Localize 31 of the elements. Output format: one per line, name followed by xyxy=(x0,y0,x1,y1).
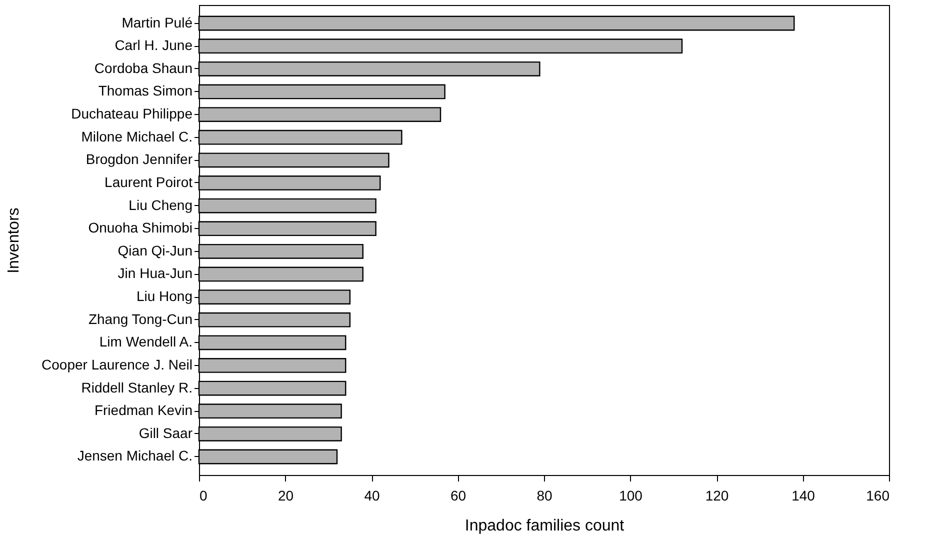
y-tick-label: Cordoba Shaun xyxy=(94,60,192,76)
x-axis-title: Inpadoc families count xyxy=(464,518,625,534)
y-tick-label: Milone Michael C. xyxy=(81,128,192,144)
x-tick-label: 80 xyxy=(536,488,552,504)
y-tick-label: Jin Hua-Jun xyxy=(118,265,192,282)
y-tick-label: Duchateau Philippe xyxy=(71,106,193,122)
x-tick-label: 140 xyxy=(792,488,816,504)
x-tick-label: 20 xyxy=(278,488,294,504)
y-tick-label: Onuoha Shimobi xyxy=(88,220,192,236)
x-tick-label: 0 xyxy=(200,488,208,504)
y-axis-title: Inventors xyxy=(6,208,23,274)
y-tick-label: Brogdon Jennifer xyxy=(86,151,193,168)
y-tick-label: Riddell Stanley R. xyxy=(81,379,192,396)
x-tick-label: 160 xyxy=(866,488,890,504)
y-tick-label: Laurent Poirot xyxy=(104,174,193,190)
y-tick-label: Thomas Simon xyxy=(98,82,192,99)
y-tick-label: Lim Wendell A. xyxy=(99,334,192,350)
y-tick-label: Carl H. June xyxy=(114,37,193,54)
y-tick-label: Liu Cheng xyxy=(128,196,192,213)
y-tick-label: Zhang Tong-Cun xyxy=(88,310,192,327)
y-tick-label: Gill Saar xyxy=(138,424,193,441)
x-tick-label: 100 xyxy=(619,488,643,504)
y-tick-label: Liu Hong xyxy=(136,288,192,304)
y-tick-label: Qian Qi-Jun xyxy=(118,242,192,258)
y-tick-label: Cooper Laurence J. Neil xyxy=(42,356,192,372)
y-tick-label: Jensen Michael C. xyxy=(77,448,192,464)
y-tick-label: Martin Pulé xyxy=(122,14,193,30)
y-tick-label: Friedman Kevin xyxy=(94,402,192,418)
x-tick-label: 60 xyxy=(450,488,466,504)
x-tick-label: 40 xyxy=(364,488,380,504)
x-tick-label: 120 xyxy=(705,488,729,504)
